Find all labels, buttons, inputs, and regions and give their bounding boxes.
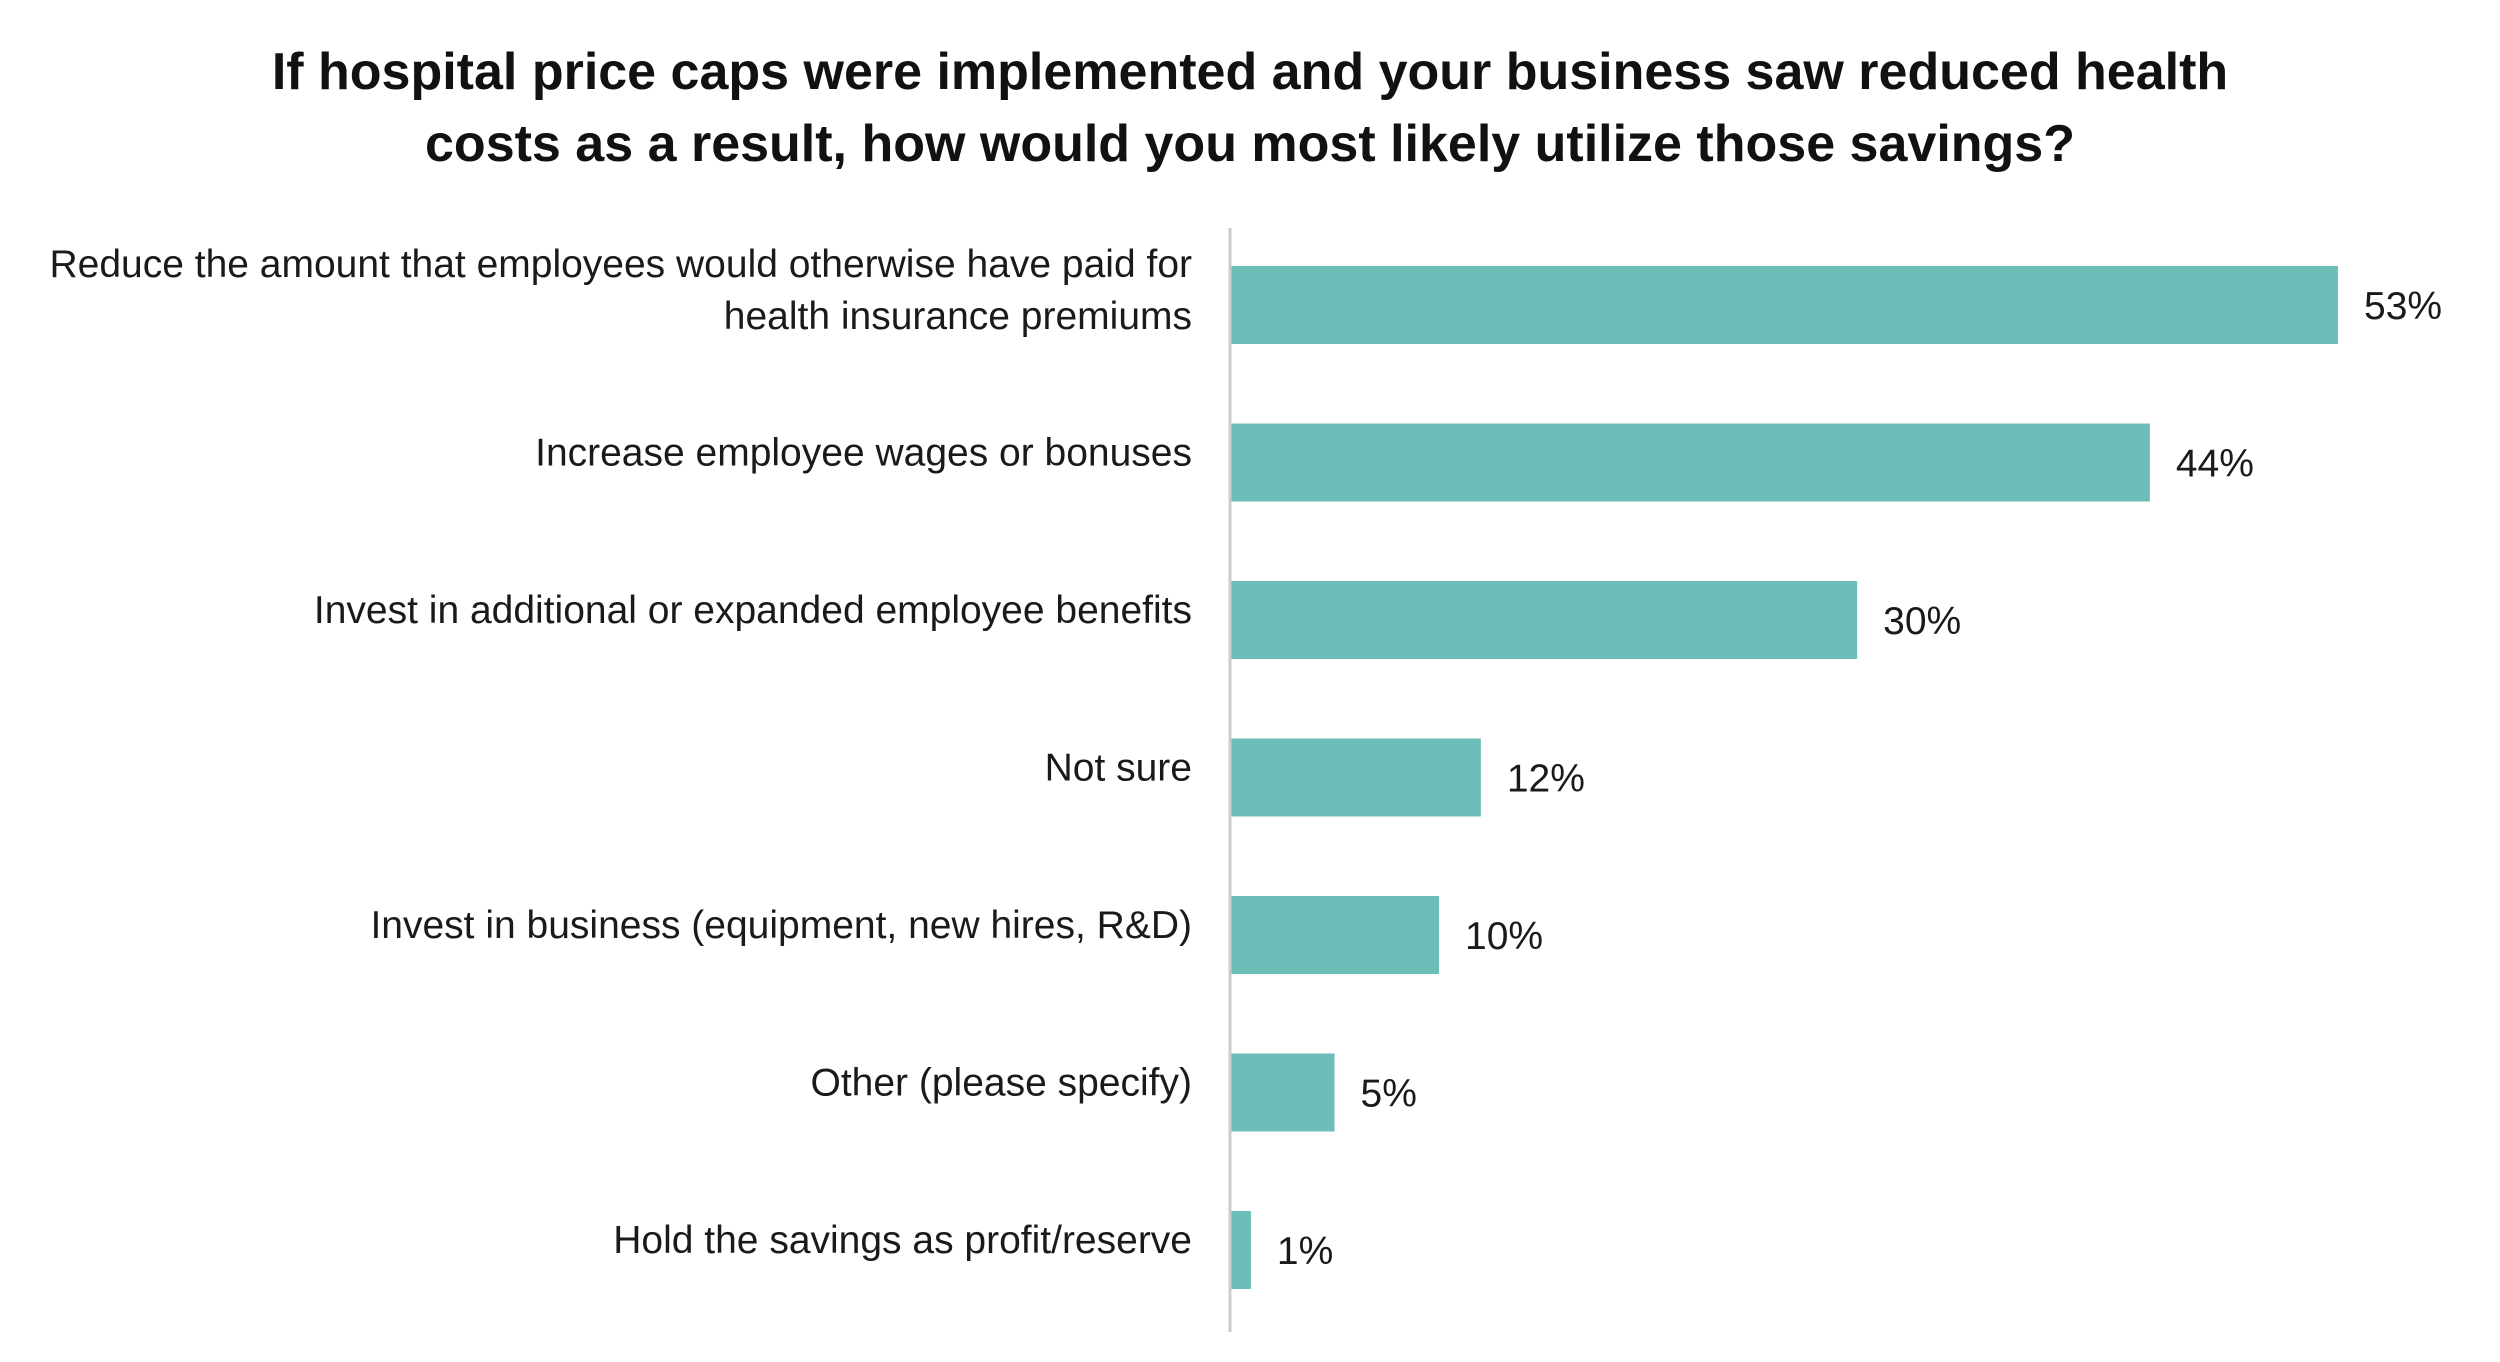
value-label-1: 44% (2176, 443, 2254, 486)
bar-2 (1230, 581, 1858, 659)
bar-4 (1230, 896, 1440, 974)
value-label-0: 53% (2364, 285, 2442, 328)
category-label-3: Not sure (1045, 747, 1192, 790)
category-label-6: Hold the savings as profit/reserve (613, 1219, 1192, 1262)
value-labels: 53% 44% 30% 12% 10% 5% 1% (1277, 285, 2442, 1273)
bar-3 (1230, 738, 1481, 817)
value-label-6: 1% (1277, 1230, 1333, 1273)
value-label-2: 30% (1883, 600, 1961, 643)
category-label-2: Invest in additional or expanded employe… (314, 589, 1192, 632)
bar-5 (1230, 1053, 1335, 1132)
category-label-4: Invest in business (equipment, new hires… (370, 904, 1192, 947)
value-label-4: 10% (1465, 915, 1543, 958)
bars-layer (1230, 266, 2338, 1289)
value-label-3: 12% (1507, 758, 1585, 801)
chart-title-line-2: costs as a result, how would you most li… (425, 115, 2075, 173)
chart-title-line-1: If hospital price caps were implemented … (271, 43, 2229, 101)
category-label-0: Reduce the amount that employees would o… (49, 243, 1192, 338)
category-labels: Reduce the amount that employees would o… (49, 243, 1192, 1262)
bar-6 (1230, 1211, 1251, 1289)
category-label-5: Other (please specify) (811, 1062, 1193, 1105)
category-label-1: Increase employee wages or bonuses (535, 432, 1192, 475)
chart-title: If hospital price caps were implemented … (0, 36, 2500, 180)
bar-1 (1230, 423, 2150, 502)
bar-0 (1230, 266, 2338, 344)
value-label-5: 5% (1361, 1073, 1417, 1116)
